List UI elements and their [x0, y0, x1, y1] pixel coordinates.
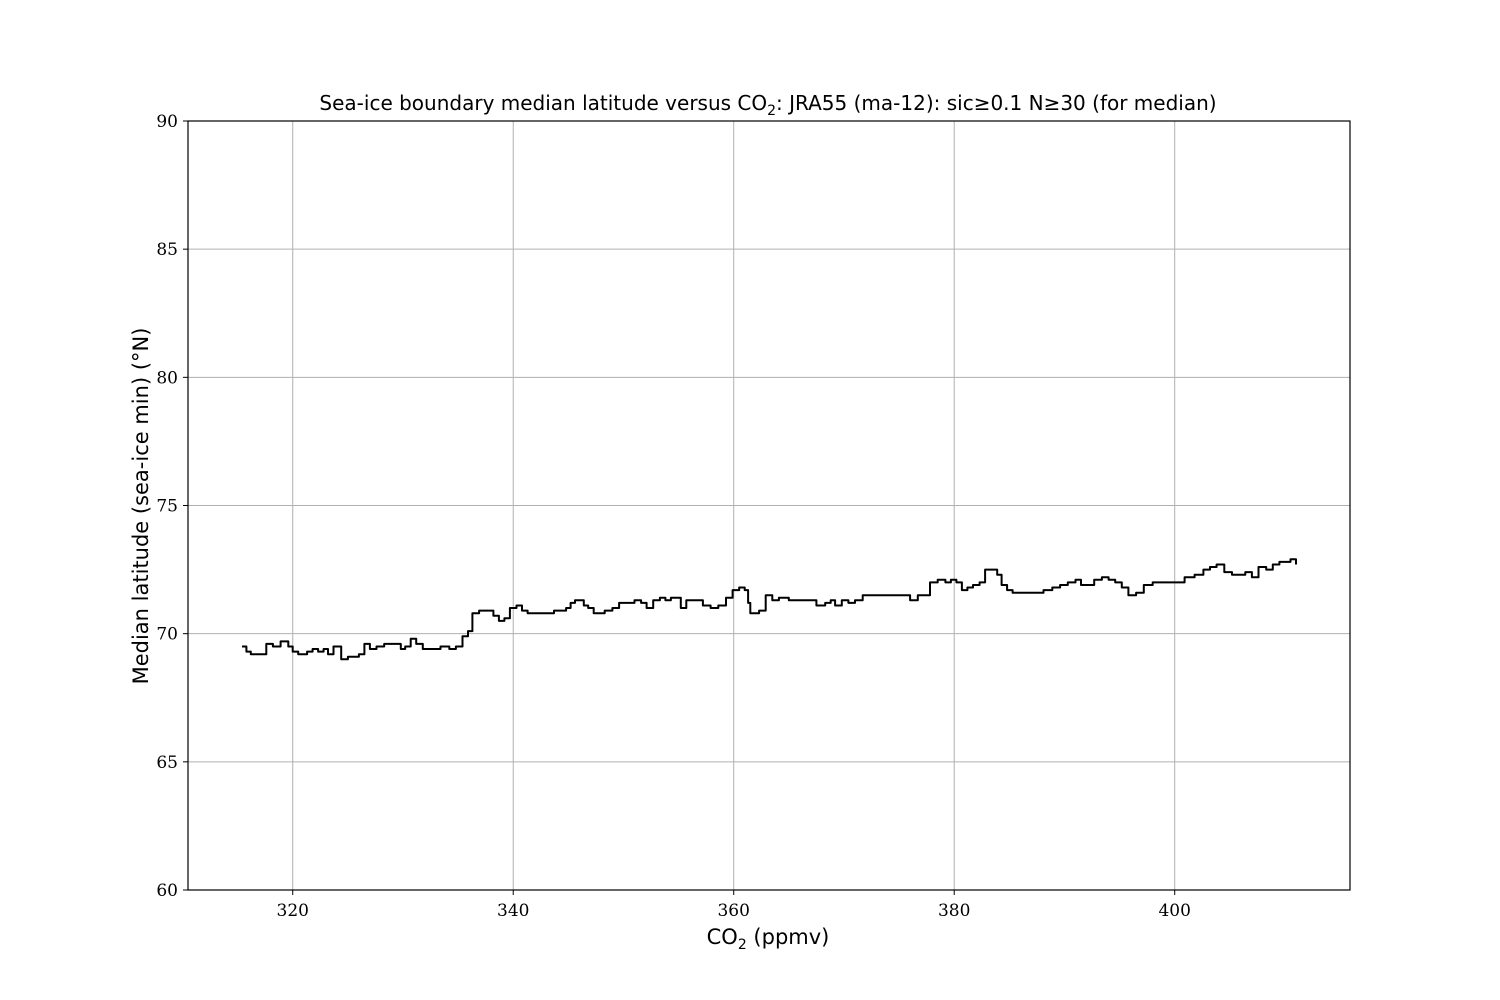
tick-labels: 320 340 360 380 400 60 65 70 75 80 85 90 — [156, 112, 1191, 921]
y-tick-label: 65 — [156, 753, 178, 773]
y-tick-label: 70 — [156, 625, 178, 645]
x-axis-label: CO2 (ppmv) — [707, 925, 830, 953]
x-tick-label: 340 — [497, 901, 529, 921]
plot-frame — [187, 120, 1351, 891]
y-tick-label: 60 — [156, 881, 178, 901]
y-axis-label: Median latitude (sea-ice min) (°N) — [129, 328, 153, 685]
chart-title: Sea-ice boundary median latitude versus … — [319, 91, 1216, 119]
x-tick-label: 380 — [938, 901, 970, 921]
x-tick-label: 400 — [1158, 901, 1190, 921]
series-line — [242, 558, 1297, 661]
y-tick-label: 90 — [156, 112, 178, 132]
y-tick-label: 75 — [156, 497, 178, 517]
grid — [188, 120, 1350, 891]
x-tick-label: 320 — [277, 901, 309, 921]
y-tick-label: 80 — [156, 368, 178, 388]
y-tick-label: 85 — [156, 240, 178, 260]
x-tick-label: 360 — [717, 901, 749, 921]
